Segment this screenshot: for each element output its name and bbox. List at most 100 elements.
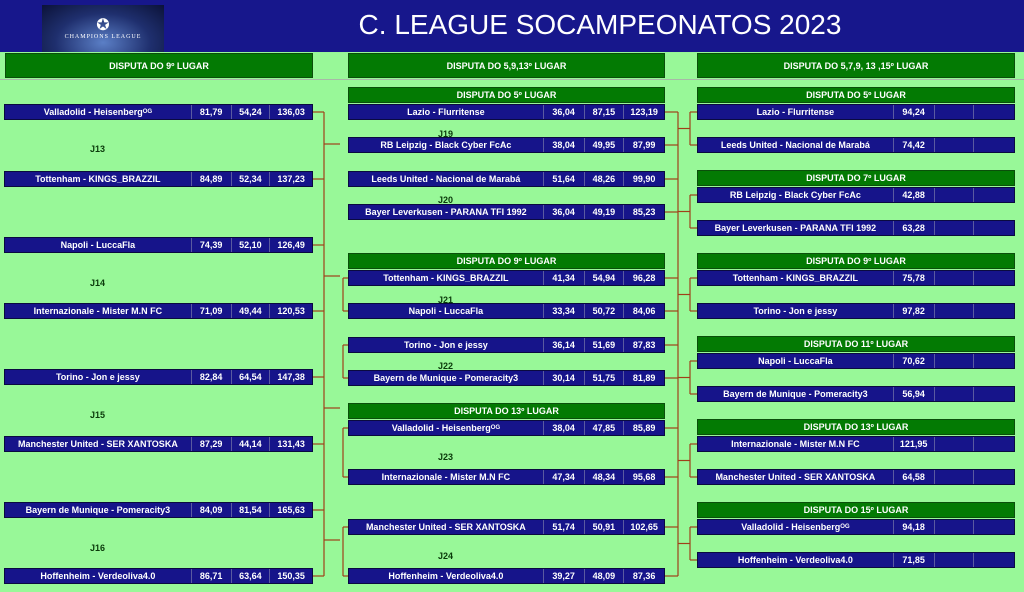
star-ball-icon: ✪ xyxy=(96,16,110,34)
score-total xyxy=(973,437,1014,451)
team-name: Torino - Jon e jessy xyxy=(403,340,488,350)
team-name: Valladolid - Heisenbergᴼᴳ xyxy=(741,522,850,532)
team-name: Tottenham - KINGS_BRAZZIL xyxy=(732,273,859,283)
score-2 xyxy=(933,271,974,285)
round-label: J21 xyxy=(438,295,454,305)
column-header-3: DISPUTA DO 5,7,9, 13 ,15º LUGAR xyxy=(697,53,1015,78)
score-total: 87,36 xyxy=(623,569,664,583)
score-total: 150,35 xyxy=(269,569,312,583)
team-name: Bayer Leverkusen - PARANA TFI 1992 xyxy=(365,207,527,217)
team-name: Leeds United - Nacional de Marabá xyxy=(371,174,521,184)
score-1: 71,09 xyxy=(190,304,231,318)
match-row[interactable]: Leeds United - Nacional de Marabá 51,64 48… xyxy=(348,171,665,187)
score-2: 49,95 xyxy=(583,138,624,152)
score-2: 54,94 xyxy=(583,271,624,285)
match-row[interactable]: Manchester United - SER XANTOSKA 64,58 xyxy=(697,469,1015,485)
match-row[interactable]: Lazio - Flurritense 36,04 87,15 123,19 xyxy=(348,104,665,120)
match-row[interactable]: Internazionale - Mister M.N FC 47,34 48,34… xyxy=(348,469,665,485)
match-row[interactable]: Internazionale - Mister M.N FC 121,95 xyxy=(697,436,1015,452)
match-row[interactable]: Lazio - Flurritense 94,24 xyxy=(697,104,1015,120)
team-name: Torino - Jon e jessy xyxy=(55,372,140,382)
match-row[interactable]: Internazionale - Mister M.N FC 71,09 49,44… xyxy=(4,303,313,319)
match-row[interactable]: Napoli - LuccaFla 74,39 52,10 126,49 xyxy=(4,237,313,253)
score-2: 63,64 xyxy=(230,569,270,583)
match-row[interactable]: Napoli - LuccaFla 33,34 50,72 84,06 xyxy=(348,303,665,319)
team-name: Valladolid - Heisenbergᴼᴳ xyxy=(43,107,152,117)
match-row[interactable]: Torino - Jon e jessy 36,14 51,69 87,83 xyxy=(348,337,665,353)
match-row[interactable]: Tottenham - KINGS_BRAZZIL 84,89 52,34 137,2… xyxy=(4,171,313,187)
match-row[interactable]: Bayern de Munique - Pomeracity3 84,09 81,5… xyxy=(4,502,313,518)
match-row[interactable]: Valladolid - Heisenbergᴼᴳ 81,79 54,24 136,0… xyxy=(4,104,313,120)
score-total: 85,23 xyxy=(623,205,664,219)
score-total xyxy=(973,221,1014,235)
score-1: 36,04 xyxy=(542,105,584,119)
score-total: 95,68 xyxy=(623,470,664,484)
team-name: Manchester United - SER XANTOSKA xyxy=(715,472,876,482)
score-2: 48,34 xyxy=(583,470,624,484)
match-row[interactable]: Bayern de Munique - Pomeracity3 30,14 51,7… xyxy=(348,370,665,386)
team-name: Hoffenheim - Verdeoliva4.0 xyxy=(388,571,504,581)
group-header: DISPUTA DO 9º LUGAR xyxy=(348,253,665,269)
score-total: 137,23 xyxy=(269,172,312,186)
match-row[interactable]: Hoffenheim - Verdeoliva4.0 86,71 63,64 150,… xyxy=(4,568,313,584)
team-name: Bayern de Munique - Pomeracity3 xyxy=(25,505,171,515)
score-total xyxy=(973,387,1014,401)
score-total: 87,99 xyxy=(623,138,664,152)
team-name: Tottenham - KINGS_BRAZZIL xyxy=(383,273,509,283)
score-1: 84,09 xyxy=(190,503,231,517)
score-1: 74,42 xyxy=(892,138,934,152)
score-2: 50,72 xyxy=(583,304,624,318)
match-row[interactable]: Torino - Jon e jessy 97,82 xyxy=(697,303,1015,319)
score-2: 51,75 xyxy=(583,371,624,385)
match-row[interactable]: Leeds United - Nacional de Marabá 74,42 xyxy=(697,137,1015,153)
score-total: 81,89 xyxy=(623,371,664,385)
score-1: 81,79 xyxy=(190,105,231,119)
team-name: RB Leipzig - Black Cyber FcAc xyxy=(729,190,861,200)
match-row[interactable]: RB Leipzig - Black Cyber FcAc 38,04 49,95 8… xyxy=(348,137,665,153)
match-row[interactable]: Tottenham - KINGS_BRAZZIL 75,78 xyxy=(697,270,1015,286)
score-1: 94,18 xyxy=(892,520,934,534)
score-2 xyxy=(933,188,974,202)
score-total: 85,89 xyxy=(623,421,664,435)
team-name: Internazionale - Mister M.N FC xyxy=(731,439,860,449)
score-2: 48,09 xyxy=(583,569,624,583)
match-row[interactable]: Bayer Leverkusen - PARANA TFI 1992 63,28 xyxy=(697,220,1015,236)
round-label: J23 xyxy=(438,452,454,462)
match-row[interactable]: RB Leipzig - Black Cyber FcAc 42,88 xyxy=(697,187,1015,203)
title-bar: ✪ CHAMPIONS LEAGUE C. LEAGUE SOCAMPEONAT… xyxy=(0,0,1024,52)
team-name: Tottenham - KINGS_BRAZZIL xyxy=(35,174,161,184)
round-label: J24 xyxy=(438,551,454,561)
score-1: 33,34 xyxy=(542,304,584,318)
team-name: Lazio - Flurritense xyxy=(756,107,835,117)
score-1: 86,71 xyxy=(190,569,231,583)
team-name: Leeds United - Nacional de Marabá xyxy=(720,140,870,150)
round-label: J22 xyxy=(438,361,454,371)
match-row[interactable]: Hoffenheim - Verdeoliva4.0 39,27 48,09 87,3… xyxy=(348,568,665,584)
match-row[interactable]: Hoffenheim - Verdeoliva4.0 71,85 xyxy=(697,552,1015,568)
score-1: 87,29 xyxy=(190,437,231,451)
match-row[interactable]: Tottenham - KINGS_BRAZZIL 41,34 54,94 96,28 xyxy=(348,270,665,286)
score-total: 87,83 xyxy=(623,338,664,352)
score-1: 39,27 xyxy=(542,569,584,583)
group-header: DISPUTA DO 7º LUGAR xyxy=(697,170,1015,186)
score-total xyxy=(973,520,1014,534)
team-name: Internazionale - Mister M.N FC xyxy=(381,472,511,482)
match-row[interactable]: Manchester United - SER XANTOSKA 51,74 50,… xyxy=(348,519,665,535)
match-row[interactable]: Valladolid - Heisenbergᴼᴳ 94,18 xyxy=(697,519,1015,535)
team-name: Hoffenheim - Verdeoliva4.0 xyxy=(40,571,156,581)
match-row[interactable]: Bayer Leverkusen - PARANA TFI 1992 36,04 4… xyxy=(348,204,665,220)
score-1: 36,04 xyxy=(542,205,584,219)
match-row[interactable]: Valladolid - Heisenbergᴼᴳ 38,04 47,85 85,89 xyxy=(348,420,665,436)
match-row[interactable]: Napoli - LuccaFla 70,62 xyxy=(697,353,1015,369)
score-2: 49,44 xyxy=(230,304,270,318)
score-2 xyxy=(933,387,974,401)
group-header: DISPUTA DO 5º LUGAR xyxy=(697,87,1015,103)
match-row[interactable]: Bayern de Munique - Pomeracity3 56,94 xyxy=(697,386,1015,402)
match-row[interactable]: Manchester United - SER XANTOSKA 87,29 44,… xyxy=(4,436,313,452)
team-name: Bayern de Munique - Pomeracity3 xyxy=(373,373,519,383)
score-2: 52,10 xyxy=(230,238,270,252)
score-1: 51,64 xyxy=(542,172,584,186)
match-row[interactable]: Torino - Jon e jessy 82,84 64,54 147,38 xyxy=(4,369,313,385)
round-label: J14 xyxy=(90,278,106,288)
